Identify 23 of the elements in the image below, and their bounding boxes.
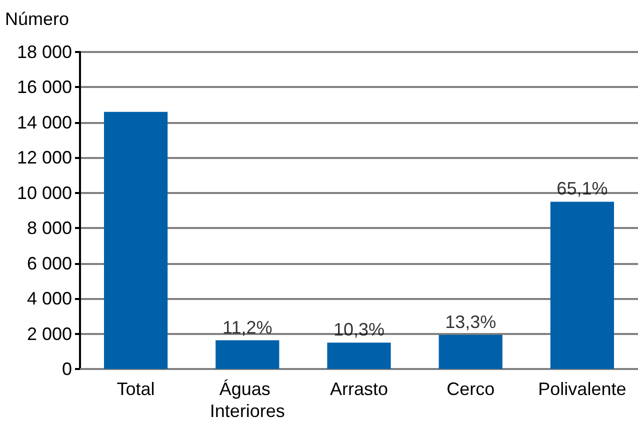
annotation: 13,3% — [445, 312, 496, 332]
y-tick-label: 10 000 — [16, 182, 72, 203]
x-tick-label: Cerco — [446, 379, 495, 399]
x-tick-label: Total — [116, 379, 155, 399]
y-tick-label: 6 000 — [26, 253, 72, 274]
y-tick-label: 4 000 — [26, 288, 72, 309]
y-tick-label: 16 000 — [16, 77, 72, 98]
y-axis-title: Número — [5, 9, 70, 29]
bar — [216, 340, 280, 369]
y-tick-label: 0 — [62, 359, 72, 379]
bar — [104, 112, 168, 369]
y-tick-label: 12 000 — [16, 148, 72, 168]
x-tick-label: Polivalente — [538, 379, 626, 399]
bar — [438, 334, 502, 369]
bar — [327, 342, 391, 369]
y-tick-label: 2 000 — [26, 324, 72, 344]
y-tick-label: 8 000 — [26, 218, 72, 238]
y-tick-label: 18 000 — [16, 42, 72, 62]
bar — [550, 202, 614, 369]
annotation: 11,2% — [222, 317, 272, 338]
y-tick-label: 14 000 — [16, 112, 72, 132]
x-tick-label: Águas Interiores — [210, 379, 285, 421]
x-tick-label: Arrasto — [330, 379, 388, 399]
